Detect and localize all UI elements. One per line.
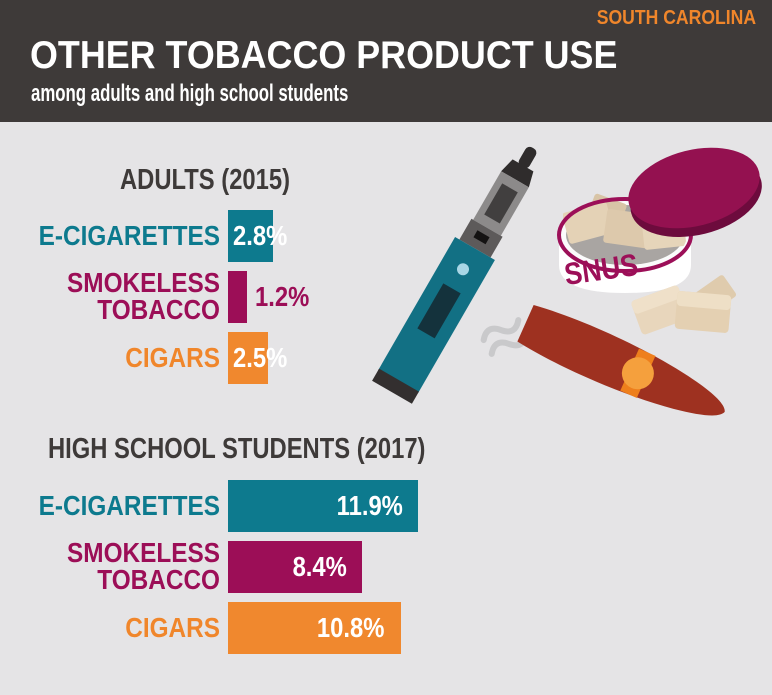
value-label: 1.2% bbox=[255, 281, 310, 312]
page-title: OTHER TOBACCO PRODUCT USE bbox=[30, 34, 618, 77]
value-label: 11.9% bbox=[336, 490, 403, 521]
category-label-ecigarettes: E-CIGARETTES bbox=[38, 489, 220, 521]
bar-adults-smokeless: 1.2% bbox=[228, 271, 309, 323]
value-label: 10.8% bbox=[317, 612, 385, 643]
category-label-cigars: CIGARS bbox=[125, 611, 220, 643]
bar-row-hs-smokeless: SMOKELESS TOBACCO 8.4% bbox=[0, 537, 772, 595]
chart-canvas: SNUS ADULTS (2015) E-CIGARETTES 2.8% SMO… bbox=[0, 122, 772, 695]
bar-row-adults-ecigarettes: E-CIGARETTES 2.8% bbox=[0, 210, 772, 262]
header: SOUTH CAROLINA OTHER TOBACCO PRODUCT USE… bbox=[0, 0, 772, 122]
category-label-ecigarettes: E-CIGARETTES bbox=[38, 219, 220, 251]
bar-adults-ecigarettes: 2.8% bbox=[228, 210, 287, 262]
cigar-icon bbox=[517, 304, 725, 416]
bar-row-hs-ecigarettes: E-CIGARETTES 11.9% bbox=[0, 480, 772, 532]
bar-hs-smokeless: 8.4% bbox=[228, 541, 363, 593]
section-title-adults: ADULTS (2015) bbox=[120, 164, 291, 196]
adults-bar-chart: E-CIGARETTES 2.8% SMOKELESS TOBACCO 1.2%… bbox=[0, 210, 772, 393]
bar-hs-ecigarettes: 11.9% bbox=[228, 480, 419, 532]
vape-pen-icon bbox=[372, 146, 537, 404]
category-label-smokeless: SMOKELESS TOBACCO bbox=[67, 267, 220, 325]
high-school-bar-chart: E-CIGARETTES 11.9% SMOKELESS TOBACCO 8.4… bbox=[0, 480, 772, 663]
bar-row-adults-cigars: CIGARS 2.5% bbox=[0, 332, 772, 384]
snus-pouches-loose bbox=[631, 275, 737, 335]
tobacco-products-illustration: SNUS bbox=[372, 146, 762, 416]
category-label-smokeless: SMOKELESS TOBACCO bbox=[67, 537, 220, 595]
value-label: 2.5% bbox=[233, 342, 288, 373]
page-subtitle: among adults and high school students bbox=[31, 80, 349, 107]
category-label-cigars: CIGARS bbox=[125, 341, 220, 373]
value-label: 8.4% bbox=[292, 551, 347, 582]
value-label: 2.8% bbox=[233, 220, 288, 251]
bar-row-hs-cigars: CIGARS 10.8% bbox=[0, 602, 772, 654]
bar-row-adults-smokeless: SMOKELESS TOBACCO 1.2% bbox=[0, 267, 772, 325]
bar-adults-cigars: 2.5% bbox=[228, 332, 287, 384]
region-label: SOUTH CAROLINA bbox=[596, 7, 756, 29]
snus-lid bbox=[628, 147, 762, 238]
snus-tin-icon: SNUS bbox=[557, 147, 762, 335]
bar-hs-cigars: 10.8% bbox=[228, 602, 401, 654]
section-title-high-school: HIGH SCHOOL STUDENTS (2017) bbox=[48, 433, 426, 465]
